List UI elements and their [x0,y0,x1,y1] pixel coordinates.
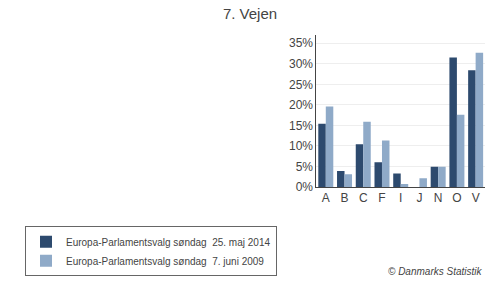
svg-text:20%: 20% [289,98,313,112]
svg-text:10%: 10% [289,139,313,153]
svg-text:V: V [472,191,480,205]
svg-text:35%: 35% [289,36,313,50]
svg-text:I: I [399,191,402,205]
svg-text:© Danmarks Statistik: © Danmarks Statistik [388,266,483,277]
svg-text:Europa-Parlamentsvalg søndag: Europa-Parlamentsvalg søndag 25. maj 201… [66,237,270,248]
svg-text:F: F [378,191,385,205]
svg-text:25%: 25% [289,78,313,92]
svg-text:B: B [341,191,349,205]
svg-text:15%: 15% [289,119,313,133]
svg-text:7. Vejen: 7. Vejen [223,5,277,22]
svg-text:5%: 5% [296,160,314,174]
svg-text:A: A [322,191,330,205]
svg-text:O: O [452,191,461,205]
svg-text:30%: 30% [289,57,313,71]
svg-text:C: C [359,191,368,205]
svg-text:0%: 0% [296,180,314,194]
svg-text:J: J [416,191,422,205]
svg-text:Europa-Parlamentsvalg søndag: Europa-Parlamentsvalg søndag 7. juni 200… [66,256,264,267]
svg-text:N: N [434,191,443,205]
